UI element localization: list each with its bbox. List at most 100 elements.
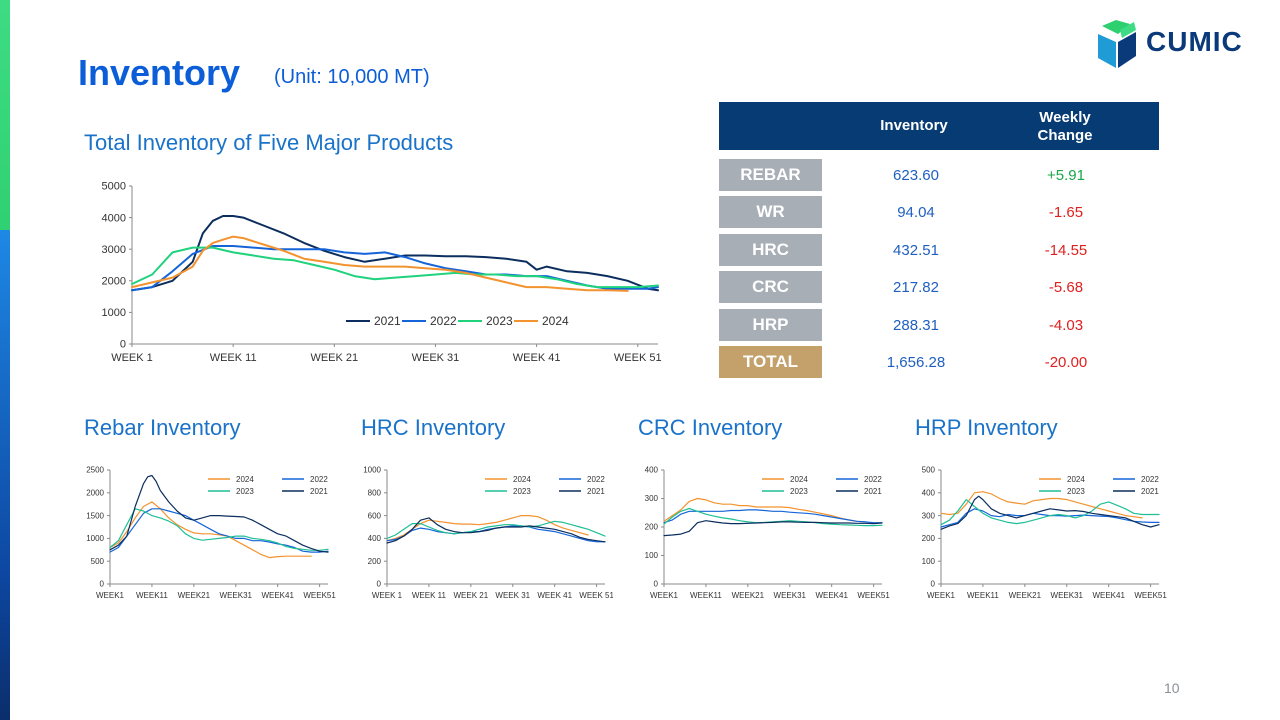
legend-label-2023: 2023 [513, 487, 531, 496]
product-label-wr: WR [719, 196, 822, 228]
legend-label-2024: 2024 [790, 475, 808, 484]
y-tick-label: 600 [368, 511, 382, 520]
y-tick-label: 0 [120, 339, 126, 351]
hrc-inventory-chart: 0 200 400 600 800 1000 WEEK 1 WEEK 11 WEEK 21 WEE… [363, 466, 613, 600]
x-tick-label: WEEK 21 [454, 591, 489, 600]
y-tick-label: 5000 [102, 181, 126, 193]
weekly-change-total: -20.00 [1044, 354, 1088, 371]
legend-label-2023: 2023 [1067, 487, 1085, 496]
side-accent-blue [0, 230, 10, 720]
legend-label-2024: 2024 [513, 475, 531, 484]
product-label-rebar: REBAR [719, 159, 822, 191]
inventory-value-hrc: 432.51 [893, 242, 939, 259]
series-line-2024 [131, 235, 629, 292]
page-number: 10 [1164, 680, 1180, 696]
legend-label-2022: 2022 [310, 475, 328, 484]
total-chart-title: Total Inventory of Five Major Products [84, 130, 454, 155]
inventory-value-wr: 94.04 [897, 204, 935, 221]
logo-mark-icon [1098, 20, 1136, 68]
x-tick-label: WEEK21 [1009, 591, 1042, 600]
x-tick-label: WEEK 1 [372, 591, 403, 600]
y-tick-label: 0 [654, 580, 659, 589]
y-tick-label: 100 [645, 551, 659, 560]
y-tick-label: 200 [368, 557, 382, 566]
col-weekly-change-header: Weekly Change [1037, 109, 1093, 144]
y-tick-label: 400 [645, 466, 659, 475]
x-tick-label: WEEK 31 [495, 591, 530, 600]
x-tick-label: WEEK1 [927, 591, 956, 600]
hrp-chart-title: HRP Inventory [915, 415, 1058, 440]
weekly-change-hrc: -14.55 [1044, 242, 1088, 259]
x-tick-label: WEEK11 [136, 591, 168, 600]
legend-label-2024: 2024 [1067, 475, 1085, 484]
series-line-2023 [386, 520, 606, 540]
total-inventory-chart: 0 1000 2000 3000 4000 5000 WEEK 1 WEEK 11 WEEK 2… [102, 181, 662, 364]
x-tick-label: WEEK 51 [614, 352, 662, 364]
y-tick-label: 1500 [86, 511, 104, 520]
x-tick-label: WEEK31 [1051, 591, 1084, 600]
y-tick-label: 400 [368, 534, 382, 543]
weekly-change-wr: -1.65 [1048, 204, 1084, 221]
series-line-2021 [663, 520, 883, 537]
x-tick-label: WEEK 51 [579, 591, 613, 600]
hrp-inventory-chart: 0 100 200 300 400 500 WEEK1 WEEK11 WEEK21 WEEK31 W… [922, 466, 1167, 600]
legend-label-2023: 2023 [790, 487, 808, 496]
series-line-2023 [131, 246, 659, 289]
series-line-2022 [663, 509, 883, 524]
product-label-hrc: HRC [719, 234, 822, 266]
x-tick-label: WEEK41 [815, 591, 848, 600]
x-tick-label: WEEK31 [220, 591, 253, 600]
x-tick-label: WEEK 1 [111, 352, 153, 364]
x-tick-label: WEEK31 [774, 591, 807, 600]
legend-label-2022: 2022 [864, 475, 882, 484]
series-line-2024 [109, 501, 312, 559]
crc-inventory-chart: 0 100 200 300 400 WEEK1 WEEK11 WEEK21 WEEK31 WEEK… [645, 466, 890, 600]
y-tick-label: 2000 [86, 488, 104, 497]
legend-label-2021: 2021 [864, 487, 882, 496]
legend-label-2024: 2024 [236, 475, 254, 484]
table-header: Inventory Weekly Change [719, 102, 1159, 150]
weekly-change-crc: -5.68 [1048, 279, 1084, 296]
x-tick-label: WEEK 41 [537, 591, 572, 600]
legend-label-2023: 2023 [236, 487, 254, 496]
x-tick-label: WEEK11 [967, 591, 999, 600]
y-tick-label: 200 [922, 534, 936, 543]
y-tick-label: 500 [922, 466, 936, 475]
series-line-2021 [940, 495, 1160, 530]
series-line-2023 [109, 508, 329, 551]
x-tick-label: WEEK41 [261, 591, 294, 600]
logo-text: CUMIC [1146, 26, 1243, 57]
legend-label-2023: 2023 [486, 314, 513, 328]
y-tick-label: 0 [931, 580, 936, 589]
legend-label-2024: 2024 [542, 314, 569, 328]
legend-label-2021: 2021 [1141, 487, 1159, 496]
series-line-2021 [131, 215, 659, 292]
x-tick-label: WEEK 41 [513, 352, 561, 364]
side-accent-green [0, 0, 10, 260]
y-tick-label: 1000 [86, 534, 104, 543]
rebar-chart-title: Rebar Inventory [84, 415, 241, 440]
y-tick-label: 800 [368, 488, 382, 497]
series-line-2024 [386, 514, 589, 542]
x-tick-label: WEEK51 [857, 591, 890, 600]
series-line-2021 [109, 474, 329, 553]
x-tick-label: WEEK51 [303, 591, 336, 600]
y-tick-label: 100 [922, 557, 936, 566]
x-tick-label: WEEK 31 [412, 352, 460, 364]
x-tick-label: WEEK 21 [310, 352, 358, 364]
x-tick-label: WEEK21 [178, 591, 211, 600]
y-tick-label: 400 [922, 488, 936, 497]
x-tick-label: WEEK1 [96, 591, 125, 600]
x-tick-label: WEEK 11 [412, 591, 447, 600]
series-line-2023 [940, 498, 1160, 526]
inventory-value-crc: 217.82 [893, 279, 939, 296]
y-tick-label: 500 [91, 557, 105, 566]
x-tick-label: WEEK41 [1092, 591, 1125, 600]
inventory-value-rebar: 623.60 [893, 167, 939, 184]
y-tick-label: 0 [377, 580, 382, 589]
legend-label-2021: 2021 [374, 314, 401, 328]
legend-label-2022: 2022 [587, 475, 605, 484]
series-line-2024 [663, 497, 866, 523]
rebar-inventory-chart: 0 500 1000 1500 2000 2500 WEEK1 WEEK11 WEEK21 WEE… [86, 466, 336, 600]
x-tick-label: WEEK1 [650, 591, 679, 600]
